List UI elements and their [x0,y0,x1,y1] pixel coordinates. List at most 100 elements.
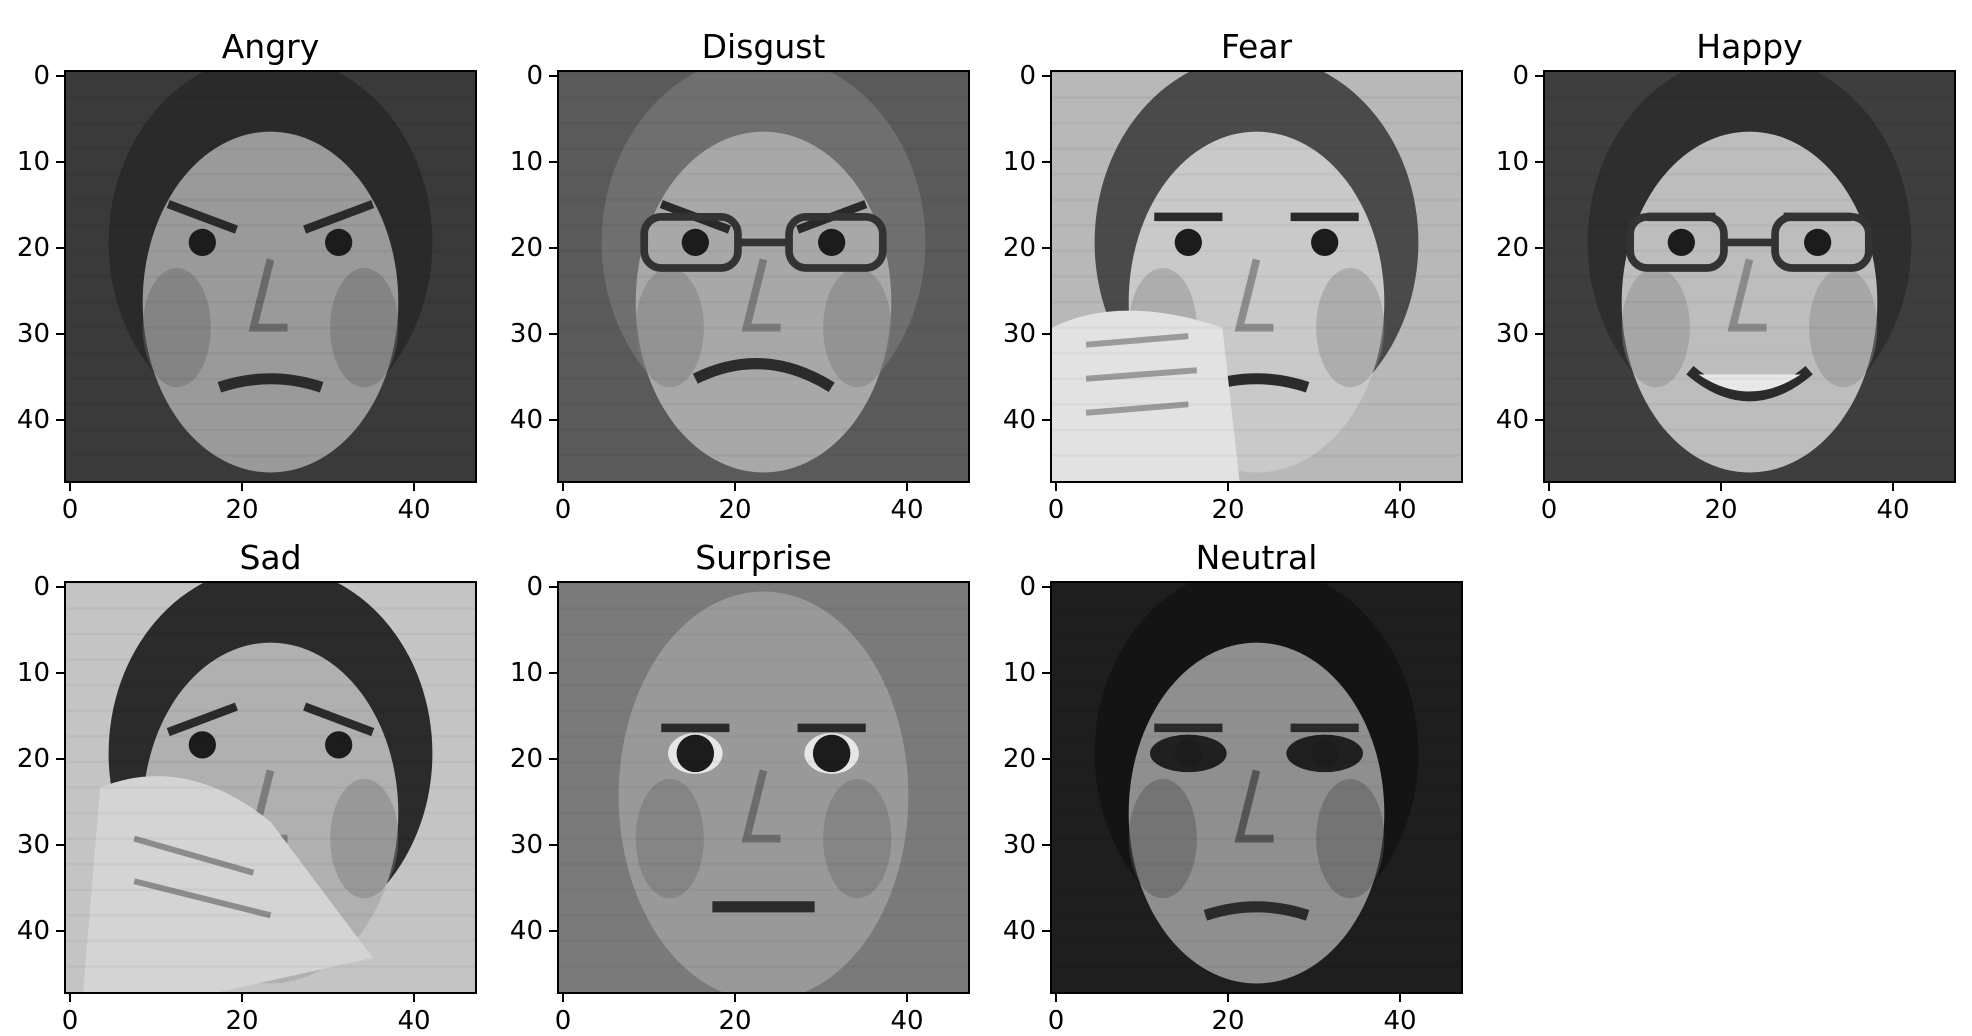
image-frame [557,581,970,994]
y-tick-mark [1535,247,1543,249]
y-tick-label: 0 [33,572,50,602]
x-tick-label: 40 [1876,495,1910,525]
x-tick-mark [1055,994,1057,1002]
y-tick-label: 30 [1495,319,1529,349]
y-tick-mark [56,75,64,77]
x-tick-label: 20 [225,495,259,525]
y-tick-label: 30 [1002,830,1036,860]
y-tick-mark [549,161,557,163]
image-frame [557,70,970,483]
y-tick-label: 20 [16,744,50,774]
x-tick-mark [1720,483,1722,491]
image-frame [1050,581,1463,994]
x-tick-label: 40 [397,1006,431,1036]
y-tick-label: 30 [509,830,543,860]
y-tick-mark [1535,333,1543,335]
x-tick-label: 0 [554,1006,572,1036]
x-tick-mark [734,483,736,491]
y-tick-mark [1042,161,1050,163]
y-tick-label: 40 [16,405,50,435]
y-tick-mark [56,758,64,760]
y-tick-mark [1042,930,1050,932]
x-tick-label: 0 [61,495,79,525]
x-tick-label: 0 [1047,1006,1065,1036]
y-tick-label: 10 [1495,147,1529,177]
y-tick-label: 10 [1002,147,1036,177]
x-tick-label: 0 [1047,495,1065,525]
image-frame [1050,70,1463,483]
y-tick-label: 20 [1495,233,1529,263]
y-tick-mark [56,586,64,588]
y-tick-mark [549,758,557,760]
y-tick-label: 30 [16,830,50,860]
x-tick-mark [1399,483,1401,491]
x-tick-label: 0 [554,495,572,525]
x-tick-label: 0 [1540,495,1558,525]
x-tick-mark [1399,994,1401,1002]
y-tick-mark [1042,672,1050,674]
y-tick-mark [1042,333,1050,335]
image-frame [64,70,477,483]
face-image [559,583,968,992]
x-tick-mark [562,994,564,1002]
y-tick-label: 20 [1002,233,1036,263]
y-tick-mark [56,419,64,421]
x-tick-label: 40 [890,1006,924,1036]
panel-title: Happy [1696,27,1803,66]
y-tick-mark [1042,844,1050,846]
panel-title: Surprise [695,538,832,577]
y-tick-label: 40 [1002,405,1036,435]
y-tick-label: 20 [509,744,543,774]
x-tick-mark [1548,483,1550,491]
y-tick-label: 30 [1002,319,1036,349]
y-tick-mark [549,75,557,77]
y-tick-label: 30 [16,319,50,349]
face-image [1052,72,1461,481]
y-tick-mark [1042,758,1050,760]
y-tick-label: 20 [1002,744,1036,774]
y-tick-label: 10 [1002,658,1036,688]
y-tick-mark [1042,75,1050,77]
image-frame [1543,70,1956,483]
x-tick-label: 20 [1704,495,1738,525]
y-tick-mark [1042,586,1050,588]
panel-title: Angry [221,27,320,66]
x-tick-mark [69,994,71,1002]
y-tick-label: 10 [509,658,543,688]
y-tick-label: 30 [509,319,543,349]
x-tick-mark [1227,483,1229,491]
x-tick-label: 20 [1211,1006,1245,1036]
x-tick-mark [734,994,736,1002]
y-tick-mark [1535,419,1543,421]
y-tick-label: 10 [16,147,50,177]
face-image [559,72,968,481]
y-tick-label: 40 [509,405,543,435]
face-image [66,72,475,481]
x-tick-mark [413,994,415,1002]
x-tick-mark [241,483,243,491]
image-frame [64,581,477,994]
y-tick-label: 20 [16,233,50,263]
y-tick-mark [549,844,557,846]
y-tick-mark [56,247,64,249]
x-tick-label: 40 [890,495,924,525]
y-tick-label: 10 [509,147,543,177]
x-tick-label: 20 [718,1006,752,1036]
panel-title: Neutral [1195,538,1318,577]
y-tick-label: 0 [526,61,543,91]
y-tick-label: 0 [1019,572,1036,602]
y-tick-label: 40 [509,916,543,946]
y-tick-mark [549,333,557,335]
panel-title: Fear [1220,27,1293,66]
x-tick-label: 40 [397,495,431,525]
x-tick-mark [562,483,564,491]
x-tick-label: 20 [1211,495,1245,525]
y-tick-mark [1535,161,1543,163]
y-tick-label: 0 [526,572,543,602]
x-tick-mark [1227,994,1229,1002]
y-tick-mark [56,161,64,163]
y-tick-mark [549,419,557,421]
y-tick-mark [56,930,64,932]
y-tick-label: 0 [33,61,50,91]
